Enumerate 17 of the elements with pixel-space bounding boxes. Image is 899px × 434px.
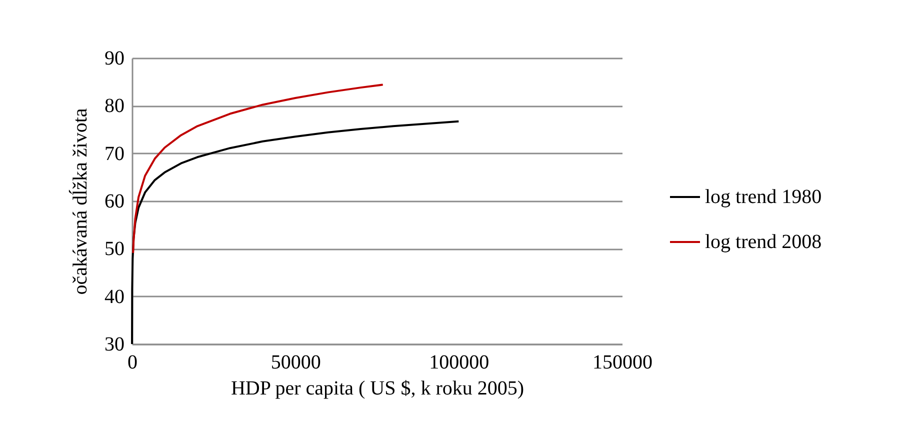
legend-label: log trend 1980 <box>705 186 822 208</box>
y-tick-label: 90 <box>104 48 124 70</box>
x-tick-label: 150000 <box>592 352 652 374</box>
y-tick-label: 70 <box>104 142 124 165</box>
y-tick-label: 50 <box>104 238 124 260</box>
y-tick-label: 40 <box>104 286 124 308</box>
x-tick-label: 100000 <box>429 352 490 374</box>
y-axis-title: očakávaná dĺžka života <box>68 108 92 295</box>
x-tick-label: 50000 <box>270 352 321 374</box>
y-tick-label: 80 <box>104 95 124 118</box>
x-tick-label: 0 <box>128 352 138 374</box>
line-series <box>132 84 384 254</box>
x-axis-title: HDP per capita ( US $, k roku 2005) <box>230 378 524 400</box>
y-tick-label: 30 <box>104 334 124 356</box>
legend-label: log trend 2008 <box>705 231 822 253</box>
y-tick-label: 60 <box>104 190 124 212</box>
line-series <box>131 120 460 345</box>
